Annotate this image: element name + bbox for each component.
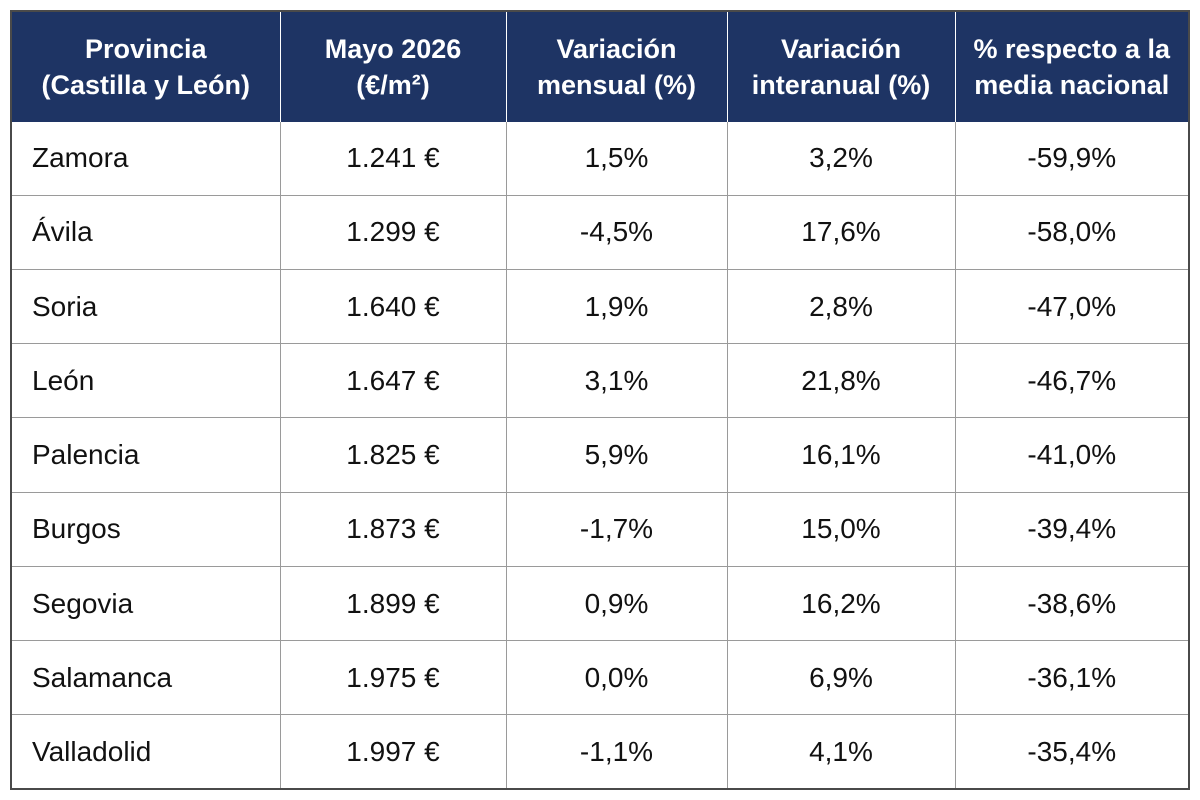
cell-monthly-change: 0,9%: [505, 565, 727, 641]
header-yearly-change: Variación interanual (%): [726, 12, 955, 122]
table-row: Ávila 1.299 € -4,5% 17,6% -58,0%: [12, 194, 1188, 270]
header-vs-national: % respecto a la media nacional: [954, 12, 1188, 122]
cell-yearly-change: 2,8%: [726, 268, 955, 344]
cell-yearly-change: 15,0%: [726, 491, 955, 567]
cell-yearly-change: 17,6%: [726, 194, 955, 270]
cell-province: Zamora: [32, 142, 129, 174]
cell-vs-national: -47,0%: [954, 268, 1188, 344]
cell-yearly-change: 16,1%: [726, 417, 955, 493]
price-table: Provincia (Castilla y León) Mayo 2026 (€…: [12, 12, 1188, 788]
cell-yearly-change: 3,2%: [726, 122, 955, 196]
header-national-line1: % respecto a la: [973, 34, 1171, 64]
header-national-line2: media nacional: [974, 70, 1170, 100]
header-province: Provincia (Castilla y León): [12, 12, 280, 122]
table-row: Burgos 1.873 € -1,7% 15,0% -39,4%: [12, 491, 1188, 567]
table-row: Salamanca 1.975 € 0,0% 6,9% -36,1%: [12, 640, 1188, 715]
cell-yearly-change: 21,8%: [726, 343, 955, 418]
cell-monthly-change: 1,5%: [505, 122, 727, 196]
cell-province: Palencia: [12, 417, 280, 493]
table-row: Segovia 1.899 € 0,9% 16,2% -38,6%: [12, 565, 1188, 641]
cell-vs-national: -58,0%: [954, 194, 1188, 270]
cell-price: 1.647 €: [279, 343, 506, 418]
cell-yearly-change: 16,2%: [726, 565, 955, 641]
cell-price: 1.299 €: [279, 194, 506, 270]
cell-province: Segovia: [12, 565, 280, 641]
table-row: Zamora 1.241 € 1,5% 3,2% -59,9%: [12, 122, 1188, 196]
header-price: Mayo 2026 (€/m²): [279, 12, 506, 122]
cell-price: 1.899 €: [279, 565, 506, 641]
cell-monthly-change: -1,7%: [505, 491, 727, 567]
cell-vs-national: -35,4%: [954, 714, 1188, 788]
cell-monthly-change: 0,0%: [505, 640, 727, 715]
header-monthly-change: Variación mensual (%): [505, 12, 727, 122]
cell-province: León: [12, 343, 280, 418]
header-monthly-line2: mensual (%): [536, 70, 697, 100]
cell-province: Burgos: [12, 491, 280, 567]
header-price-line1: Mayo 2026: [324, 34, 462, 64]
cell-price: 1.640 €: [279, 268, 506, 344]
table-row: Palencia 1.825 € 5,9% 16,1% -41,0%: [12, 417, 1188, 493]
cell-monthly-change: 5,9%: [505, 417, 727, 493]
cell-monthly-change: 3,1%: [505, 343, 727, 418]
cell-price: 1.873 €: [279, 491, 506, 567]
cell-vs-national: -38,6%: [954, 565, 1188, 641]
cell-monthly-change: 1,9%: [505, 268, 727, 344]
cell-province: Valladolid: [12, 714, 280, 788]
cell-vs-national: -36,1%: [954, 640, 1188, 715]
header-price-line2: (€/m²): [356, 70, 430, 100]
cell-vs-national: -59,9%: [954, 122, 1188, 196]
header-province-line2: (Castilla y León): [41, 70, 251, 100]
cell-vs-national: -46,7%: [954, 343, 1188, 418]
cell-yearly-change: 4,1%: [726, 714, 955, 788]
cell-monthly-change: -1,1%: [505, 714, 727, 788]
cell-province: Ávila: [12, 194, 280, 270]
header-yearly-line2: interanual (%): [751, 70, 931, 100]
table-row: Valladolid 1.997 € -1,1% 4,1% -35,4%: [12, 714, 1188, 788]
header-monthly-line1: Variación: [556, 34, 677, 64]
header-row: Provincia (Castilla y León) Mayo 2026 (€…: [12, 12, 1188, 122]
header-province-line1: Provincia: [84, 34, 207, 64]
cell-yearly-change: 6,9%: [726, 640, 955, 715]
cell-price: 1.825 €: [279, 417, 506, 493]
cell-price: 1.997 €: [279, 714, 506, 788]
table-row: Soria 1.640 € 1,9% 2,8% -47,0%: [12, 268, 1188, 344]
cell-price: 1.975 €: [279, 640, 506, 715]
cell-price: 1.241 €: [279, 122, 506, 196]
table-row: León 1.647 € 3,1% 21,8% -46,7%: [12, 343, 1188, 418]
price-table-frame: Provincia (Castilla y León) Mayo 2026 (€…: [10, 10, 1190, 790]
cell-vs-national: -39,4%: [954, 491, 1188, 567]
cell-province: Soria: [12, 268, 280, 344]
cell-monthly-change: -4,5%: [505, 194, 727, 270]
cell-vs-national: -41,0%: [954, 417, 1188, 493]
cell-province: Salamanca: [12, 640, 280, 715]
header-yearly-line1: Variación: [780, 34, 902, 64]
